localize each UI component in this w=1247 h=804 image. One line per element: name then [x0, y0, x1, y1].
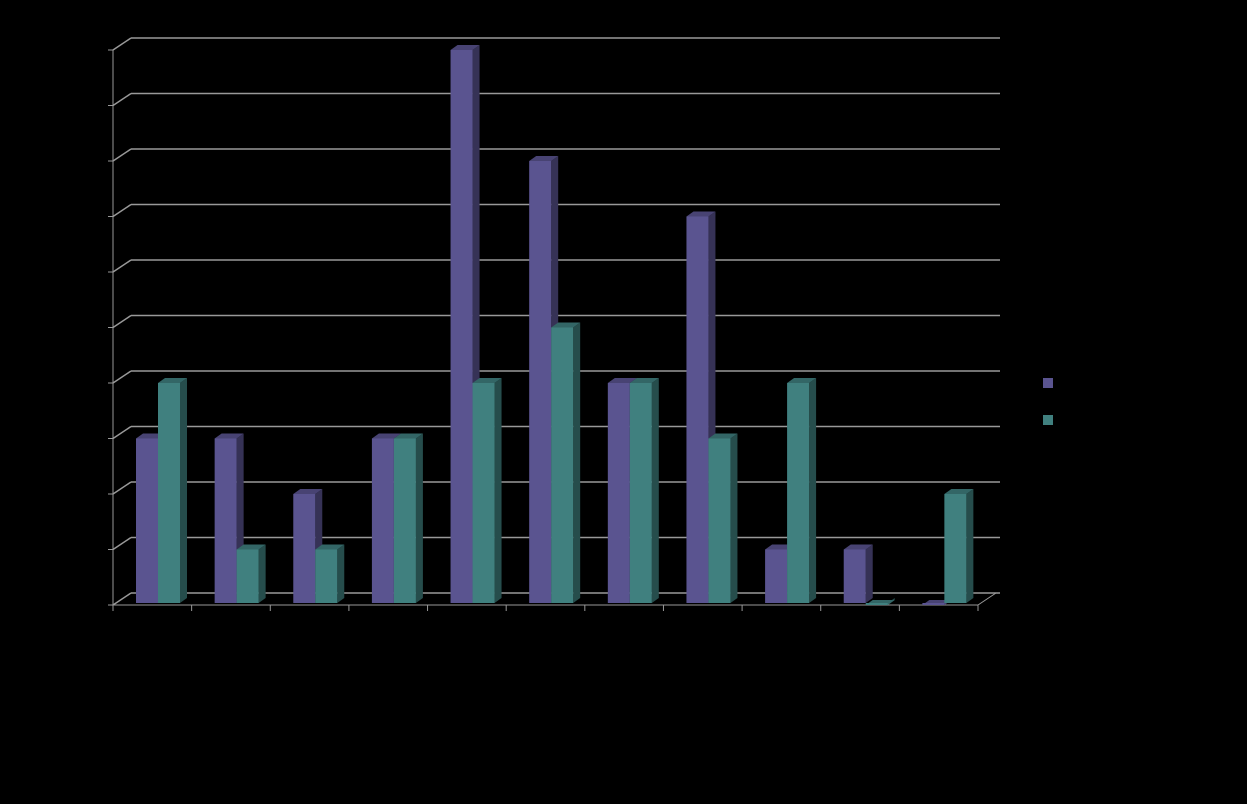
bar-front	[315, 549, 338, 603]
grid-line	[112, 536, 132, 551]
bar-top	[393, 433, 423, 439]
bar-front	[393, 438, 416, 603]
bar-side	[258, 544, 266, 603]
bar-front	[551, 327, 574, 603]
bar-front	[787, 383, 810, 603]
grid-line	[112, 92, 132, 107]
bar-front	[158, 383, 180, 603]
bar	[315, 544, 345, 603]
grid-line	[112, 314, 132, 329]
bar	[787, 378, 817, 603]
bar	[393, 433, 423, 603]
grid-line	[112, 203, 132, 218]
grid-line	[112, 259, 132, 273]
bar-top	[236, 544, 266, 550]
bar-side	[494, 378, 502, 603]
bar-top	[450, 45, 480, 50]
bar-side	[180, 378, 187, 603]
bar-top	[293, 489, 323, 494]
bar-front	[843, 549, 866, 603]
legend-swatch	[1043, 378, 1053, 388]
bar-side	[651, 378, 659, 603]
bar-front	[686, 216, 709, 603]
bar-side	[865, 544, 873, 603]
grid-line	[112, 370, 132, 384]
bar-front	[708, 438, 731, 603]
bar	[843, 544, 873, 603]
bar-top	[708, 433, 738, 439]
bar-top	[686, 211, 716, 217]
bar-front	[629, 383, 652, 603]
grid-line	[112, 37, 132, 51]
bar	[236, 544, 266, 603]
bar-side	[809, 378, 817, 603]
bar	[551, 322, 581, 603]
legend-swatch	[1043, 415, 1053, 425]
bar-top	[472, 378, 502, 383]
bar-top	[607, 378, 637, 383]
bar-front	[371, 438, 394, 603]
bar-front	[293, 494, 316, 603]
bar	[472, 378, 502, 603]
bar	[158, 378, 187, 603]
bar-front	[922, 603, 945, 605]
bar	[865, 598, 895, 605]
bar-top	[765, 544, 795, 550]
bar-top	[136, 433, 165, 439]
grid-line	[112, 425, 132, 440]
bar-top	[551, 322, 581, 328]
bar-front	[944, 494, 967, 603]
bar	[944, 489, 974, 603]
bar-top	[315, 544, 345, 550]
bar-top	[158, 378, 187, 383]
bar-side	[573, 322, 581, 603]
bar-front	[450, 50, 473, 603]
bar	[708, 433, 738, 603]
grid-line	[112, 481, 132, 495]
bar-top	[214, 433, 244, 439]
bar-top	[529, 156, 559, 161]
bar-side	[415, 433, 423, 603]
bar	[629, 378, 659, 603]
bar-front	[136, 438, 158, 603]
bar-side	[730, 433, 738, 603]
bar-front	[865, 603, 888, 605]
bar-top	[787, 378, 817, 383]
bar-front	[214, 438, 237, 603]
bar-side	[966, 489, 974, 603]
bar-top	[371, 433, 401, 439]
grid-line	[112, 592, 132, 606]
bar-top	[843, 544, 873, 550]
bar-top	[629, 378, 659, 383]
floor-edge	[977, 592, 997, 606]
bar-top	[944, 489, 974, 494]
bar-front	[236, 549, 259, 603]
bar-front	[472, 383, 495, 603]
bar-side	[337, 544, 345, 603]
grid-line	[112, 148, 132, 162]
bar-front	[607, 383, 630, 603]
bar-front	[529, 161, 552, 603]
bar-front	[765, 549, 788, 603]
